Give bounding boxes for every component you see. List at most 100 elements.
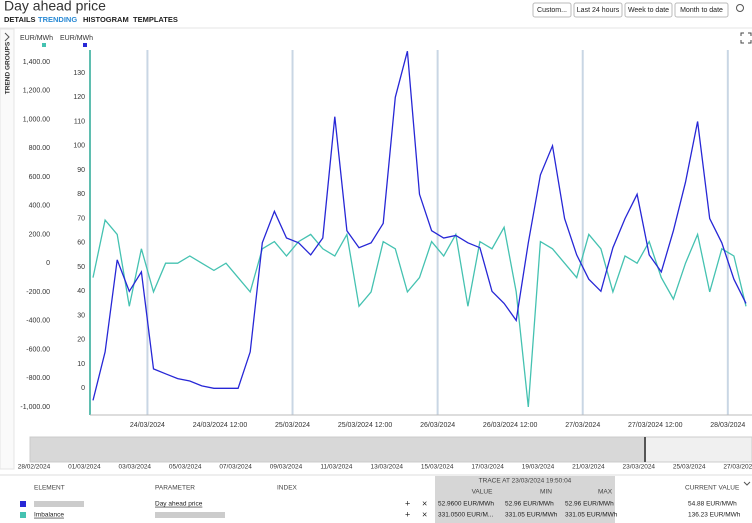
- navigator-label: 28/02/2024: [18, 464, 51, 471]
- navigator-label: 27/03/2024: [723, 464, 752, 471]
- plot: 24/03/2024 24/03/2024 12:00 25/03/2024 25/0…: [20, 43, 752, 429]
- y-tick-label: 400.00: [29, 203, 51, 210]
- y-tick-label: 800.00: [29, 145, 51, 152]
- column-header: MIN: [540, 489, 552, 496]
- x-tick-label: 24/03/2024: [130, 422, 165, 429]
- tab[interactable]: DETAILS: [4, 15, 36, 24]
- navigator-label: 07/03/2024: [219, 464, 252, 471]
- y-tick-label: 70: [77, 215, 85, 222]
- navigator-label: 11/03/2024: [320, 464, 352, 471]
- button-label[interactable]: Custom...: [537, 7, 567, 14]
- navigator-label: 05/03/2024: [169, 464, 202, 471]
- y-tick-label: 90: [77, 167, 85, 174]
- add-button[interactable]: +: [405, 509, 410, 519]
- redacted: [34, 501, 84, 507]
- column-header: INDEX: [277, 485, 298, 492]
- y-tick-label: 0: [81, 385, 85, 392]
- y-tick-label: -400.00: [26, 318, 50, 325]
- series-swatch: [20, 512, 26, 518]
- trace-block: [435, 476, 615, 523]
- column-header: PARAMETER: [155, 485, 195, 492]
- x-tick-label: 24/03/2024 12:00: [193, 422, 248, 429]
- table-cell: 331.05 EUR/MWh: [505, 512, 558, 519]
- y-tick-label: 0: [46, 260, 50, 267]
- y-tick-label: 30: [77, 312, 85, 319]
- x-tick-label: 28/03/2024: [710, 422, 745, 429]
- y-axis-label: EUR/MWh: [20, 35, 53, 42]
- table-cell: 331.0500 EUR/M...: [438, 512, 493, 519]
- column-header: MAX: [598, 489, 613, 496]
- tab-active[interactable]: TRENDING: [38, 15, 77, 24]
- y2-axis-label: EUR/MWh: [60, 35, 93, 42]
- x-tick-label: 25/03/2024 12:00: [338, 422, 393, 429]
- table-cell: 54.88 EUR/MWh: [688, 501, 737, 508]
- column-header: VALUE: [472, 489, 493, 496]
- y-tick-label: -200.00: [26, 289, 50, 296]
- add-button[interactable]: +: [405, 498, 410, 508]
- y-tick-label: 20: [77, 337, 85, 344]
- table-cell: 52.96 EUR/MWh: [505, 501, 554, 508]
- sidebar-toggle[interactable]: [4, 32, 10, 42]
- redacted: [155, 512, 225, 518]
- y-tick-label: -1,000.00: [20, 404, 50, 411]
- y-tick-label: 200.00: [29, 231, 51, 238]
- y-tick-label: 1,000.00: [23, 116, 50, 123]
- y-tick-label: 120: [73, 94, 85, 101]
- table-cell: 136.23 EUR/MWh: [688, 512, 741, 519]
- fullscreen-icon[interactable]: [740, 32, 752, 44]
- y-tick-label: 130: [73, 70, 85, 77]
- y-tick-label: 600.00: [29, 174, 51, 181]
- parameter-link[interactable]: Day ahead price: [155, 501, 203, 508]
- y-tick-label: 1,200.00: [23, 88, 50, 95]
- button[interactable]: [674, 2, 729, 18]
- sidebar: [0, 28, 15, 470]
- series-line: [92, 218, 747, 407]
- y-tick-label: 80: [77, 191, 85, 198]
- button[interactable]: [573, 2, 623, 18]
- axis-swatch: [42, 43, 46, 47]
- navigator-label: 15/03/2024: [421, 464, 454, 471]
- tab[interactable]: TEMPLATES: [133, 15, 178, 24]
- series-line: [92, 51, 747, 401]
- column-header: CURRENT VALUE: [685, 485, 740, 492]
- navigator-label: 23/03/2024: [623, 464, 656, 471]
- y-tick-label: 100: [73, 143, 85, 150]
- y-tick-label: 60: [77, 240, 85, 247]
- expand-icon[interactable]: [743, 481, 751, 486]
- button[interactable]: [532, 2, 572, 18]
- tab[interactable]: HISTOGRAM: [83, 15, 129, 24]
- series-swatch: [20, 501, 26, 507]
- table-cell: 331.05 EUR/MWh: [565, 512, 618, 519]
- x-tick-label: 27/03/2024 12:00: [628, 422, 683, 429]
- navigator-label: 13/03/2024: [371, 464, 404, 471]
- table-cell: 52.96 EUR/MWh: [565, 501, 614, 508]
- x-tick-label: 25/03/2024: [275, 422, 310, 429]
- navigator-label: 25/03/2024: [673, 464, 706, 471]
- page-title: Day ahead price: [4, 0, 106, 14]
- navigator-axis: 28/02/2024 01/03/2024 03/03/2024 05/03/2024…: [18, 464, 752, 471]
- navigator-label: 17/03/2024: [471, 464, 504, 471]
- button[interactable]: [624, 2, 673, 18]
- navigator-window[interactable]: [30, 437, 645, 462]
- y-tick-label: 50: [77, 264, 85, 271]
- remove-button[interactable]: ×: [422, 498, 427, 508]
- y-tick-label: -600.00: [26, 346, 50, 353]
- x-tick-label: 26/03/2024: [420, 422, 455, 429]
- navigator-label: 21/03/2024: [572, 464, 605, 471]
- button-label[interactable]: Week to date: [628, 7, 669, 14]
- table-cell: 52.9600 EUR/MWh: [438, 501, 494, 508]
- axis-swatch: [83, 43, 87, 47]
- remove-button[interactable]: ×: [422, 509, 427, 519]
- y-tick-label: 110: [74, 118, 85, 125]
- column-header: ELEMENT: [34, 485, 65, 492]
- x-tick-label: 26/03/2024 12:00: [483, 422, 538, 429]
- bulb-icon[interactable]: [736, 4, 744, 12]
- button-label[interactable]: Last 24 hours: [577, 7, 620, 14]
- element-link[interactable]: Imbalance: [34, 512, 64, 519]
- navigator-label: 09/03/2024: [270, 464, 303, 471]
- navigator-label: 01/03/2024: [68, 464, 101, 471]
- navigator-label: 19/03/2024: [522, 464, 555, 471]
- trace-header: TRACE AT 23/03/2024 19:50:04: [479, 478, 572, 485]
- button-label[interactable]: Month to date: [680, 7, 723, 14]
